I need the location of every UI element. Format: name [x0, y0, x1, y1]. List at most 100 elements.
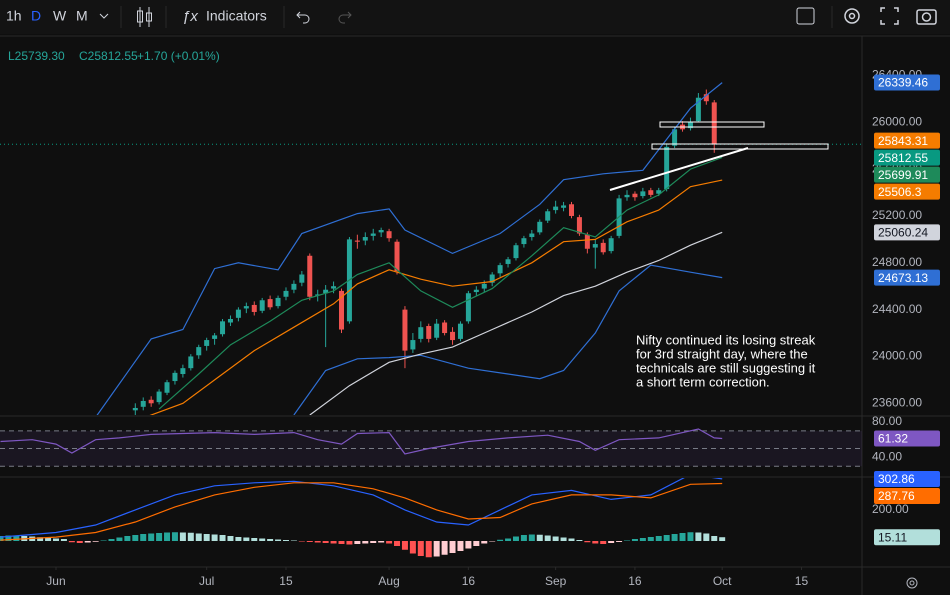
- histogram-bar: [576, 540, 583, 541]
- undo-button[interactable]: [296, 11, 310, 24]
- interval-button[interactable]: M: [76, 8, 88, 24]
- price-tag: [874, 74, 940, 91]
- x-tick-label: 16: [462, 574, 476, 588]
- y-tick-label: 23600.00: [872, 395, 922, 409]
- candle-body: [584, 234, 590, 249]
- candle-body: [307, 255, 313, 297]
- chart-type-button[interactable]: [137, 7, 152, 27]
- candle-body: [545, 211, 551, 221]
- price-tag-label: 287.76: [878, 489, 915, 503]
- candle-body: [465, 293, 471, 322]
- histogram-bar: [409, 541, 416, 554]
- histogram-bar: [322, 541, 329, 543]
- indicator-line: [149, 179, 723, 415]
- y-tick-label: 40.00: [872, 450, 902, 464]
- price-tag: [874, 529, 940, 546]
- x-tick-label: Aug: [378, 574, 399, 588]
- candle-body: [180, 368, 186, 375]
- user-drawings[interactable]: [609, 121, 829, 191]
- histogram-bar: [481, 541, 488, 544]
- candle-body: [640, 191, 646, 197]
- histogram-bar: [251, 538, 258, 541]
- price-tag: [874, 149, 940, 166]
- toolbar: [0, 0, 950, 34]
- candle-body: [442, 322, 448, 334]
- histogram-bar: [314, 541, 321, 543]
- time-axis-settings[interactable]: [906, 577, 918, 589]
- histogram-bar: [719, 537, 726, 541]
- redo-button[interactable]: [338, 11, 352, 24]
- rectangle-drawing[interactable]: [659, 121, 765, 128]
- candle-body: [632, 193, 638, 198]
- price-tag: [874, 470, 940, 487]
- histogram-bar: [465, 541, 472, 549]
- axes: Jun Jul 15 Aug 16 Sep 16 Oct 15 23600.00 24000.00 2…: [46, 68, 940, 588]
- snapshot-button[interactable]: [916, 9, 937, 25]
- price-tag: [874, 166, 940, 183]
- candle-body: [418, 327, 424, 339]
- settings-button[interactable]: [844, 8, 860, 24]
- interval-button[interactable]: D: [31, 8, 41, 24]
- histogram-bar: [560, 537, 567, 541]
- price-tag: [874, 487, 940, 504]
- histogram-bar: [306, 541, 313, 542]
- histogram-bar: [386, 541, 393, 544]
- price-tag-label: 25843.31: [878, 134, 928, 148]
- candle-body: [394, 241, 400, 271]
- interval-dropdown[interactable]: [99, 13, 109, 19]
- candle-body: [608, 238, 614, 252]
- indicator-line: [0, 478, 723, 538]
- candle-body: [450, 331, 456, 341]
- x-tick-label: Sep: [545, 574, 567, 588]
- indicator-line: [158, 156, 723, 410]
- histogram-bar: [338, 541, 345, 544]
- price-tag: [874, 224, 940, 241]
- interval-button[interactable]: W: [53, 8, 67, 24]
- y-tick-label: 25200.00: [872, 208, 922, 222]
- annotation-line: a short term correction.: [636, 374, 770, 389]
- price-tag-label: 25060.24: [878, 225, 928, 239]
- candle-body: [426, 326, 432, 339]
- indicators-icon[interactable]: ƒx: [182, 8, 198, 25]
- candle-body: [172, 372, 178, 382]
- price-tag-label: 26339.46: [878, 76, 928, 90]
- indicator-line: [293, 264, 723, 415]
- candle-body: [267, 299, 273, 308]
- layout-button[interactable]: [796, 7, 815, 25]
- candle-body: [624, 194, 630, 198]
- histogram-bar: [584, 541, 591, 543]
- x-tick-label: Jun: [46, 574, 65, 588]
- histogram-bar: [52, 538, 59, 541]
- candle-body: [537, 221, 543, 233]
- y-tick-label: 24800.00: [872, 255, 922, 269]
- candle-body: [505, 259, 511, 264]
- indicators-button[interactable]: Indicators: [206, 8, 267, 24]
- histogram-bar: [536, 534, 543, 541]
- histogram-bar: [647, 537, 654, 541]
- histogram-bar: [84, 541, 91, 543]
- histogram-bar: [552, 536, 559, 541]
- histogram-bar: [520, 535, 527, 541]
- histogram-bar: [457, 541, 464, 551]
- candle-body: [251, 304, 257, 312]
- histogram-bar: [267, 539, 274, 541]
- x-tick-label: 15: [795, 574, 809, 588]
- histogram-bar: [362, 541, 369, 544]
- y-tick-label: 24000.00: [872, 349, 922, 363]
- histogram-bar: [441, 541, 448, 555]
- ohlc-change: +1.70 (+0.01%): [137, 49, 220, 63]
- histogram-bar: [600, 541, 607, 544]
- interval-button[interactable]: 1h: [6, 8, 22, 24]
- rsi-pane: [0, 428, 862, 467]
- histogram-bar: [227, 536, 234, 541]
- histogram-bar: [140, 534, 147, 541]
- candle-body: [132, 407, 138, 411]
- rectangle-drawing[interactable]: [651, 143, 829, 150]
- trend-line[interactable]: [609, 147, 749, 191]
- candle-body: [148, 399, 154, 404]
- histogram-bar: [346, 541, 353, 545]
- fullscreen-button[interactable]: [880, 7, 899, 25]
- candle-body: [259, 300, 265, 311]
- candle-body: [156, 391, 162, 403]
- price-tag: [874, 269, 940, 286]
